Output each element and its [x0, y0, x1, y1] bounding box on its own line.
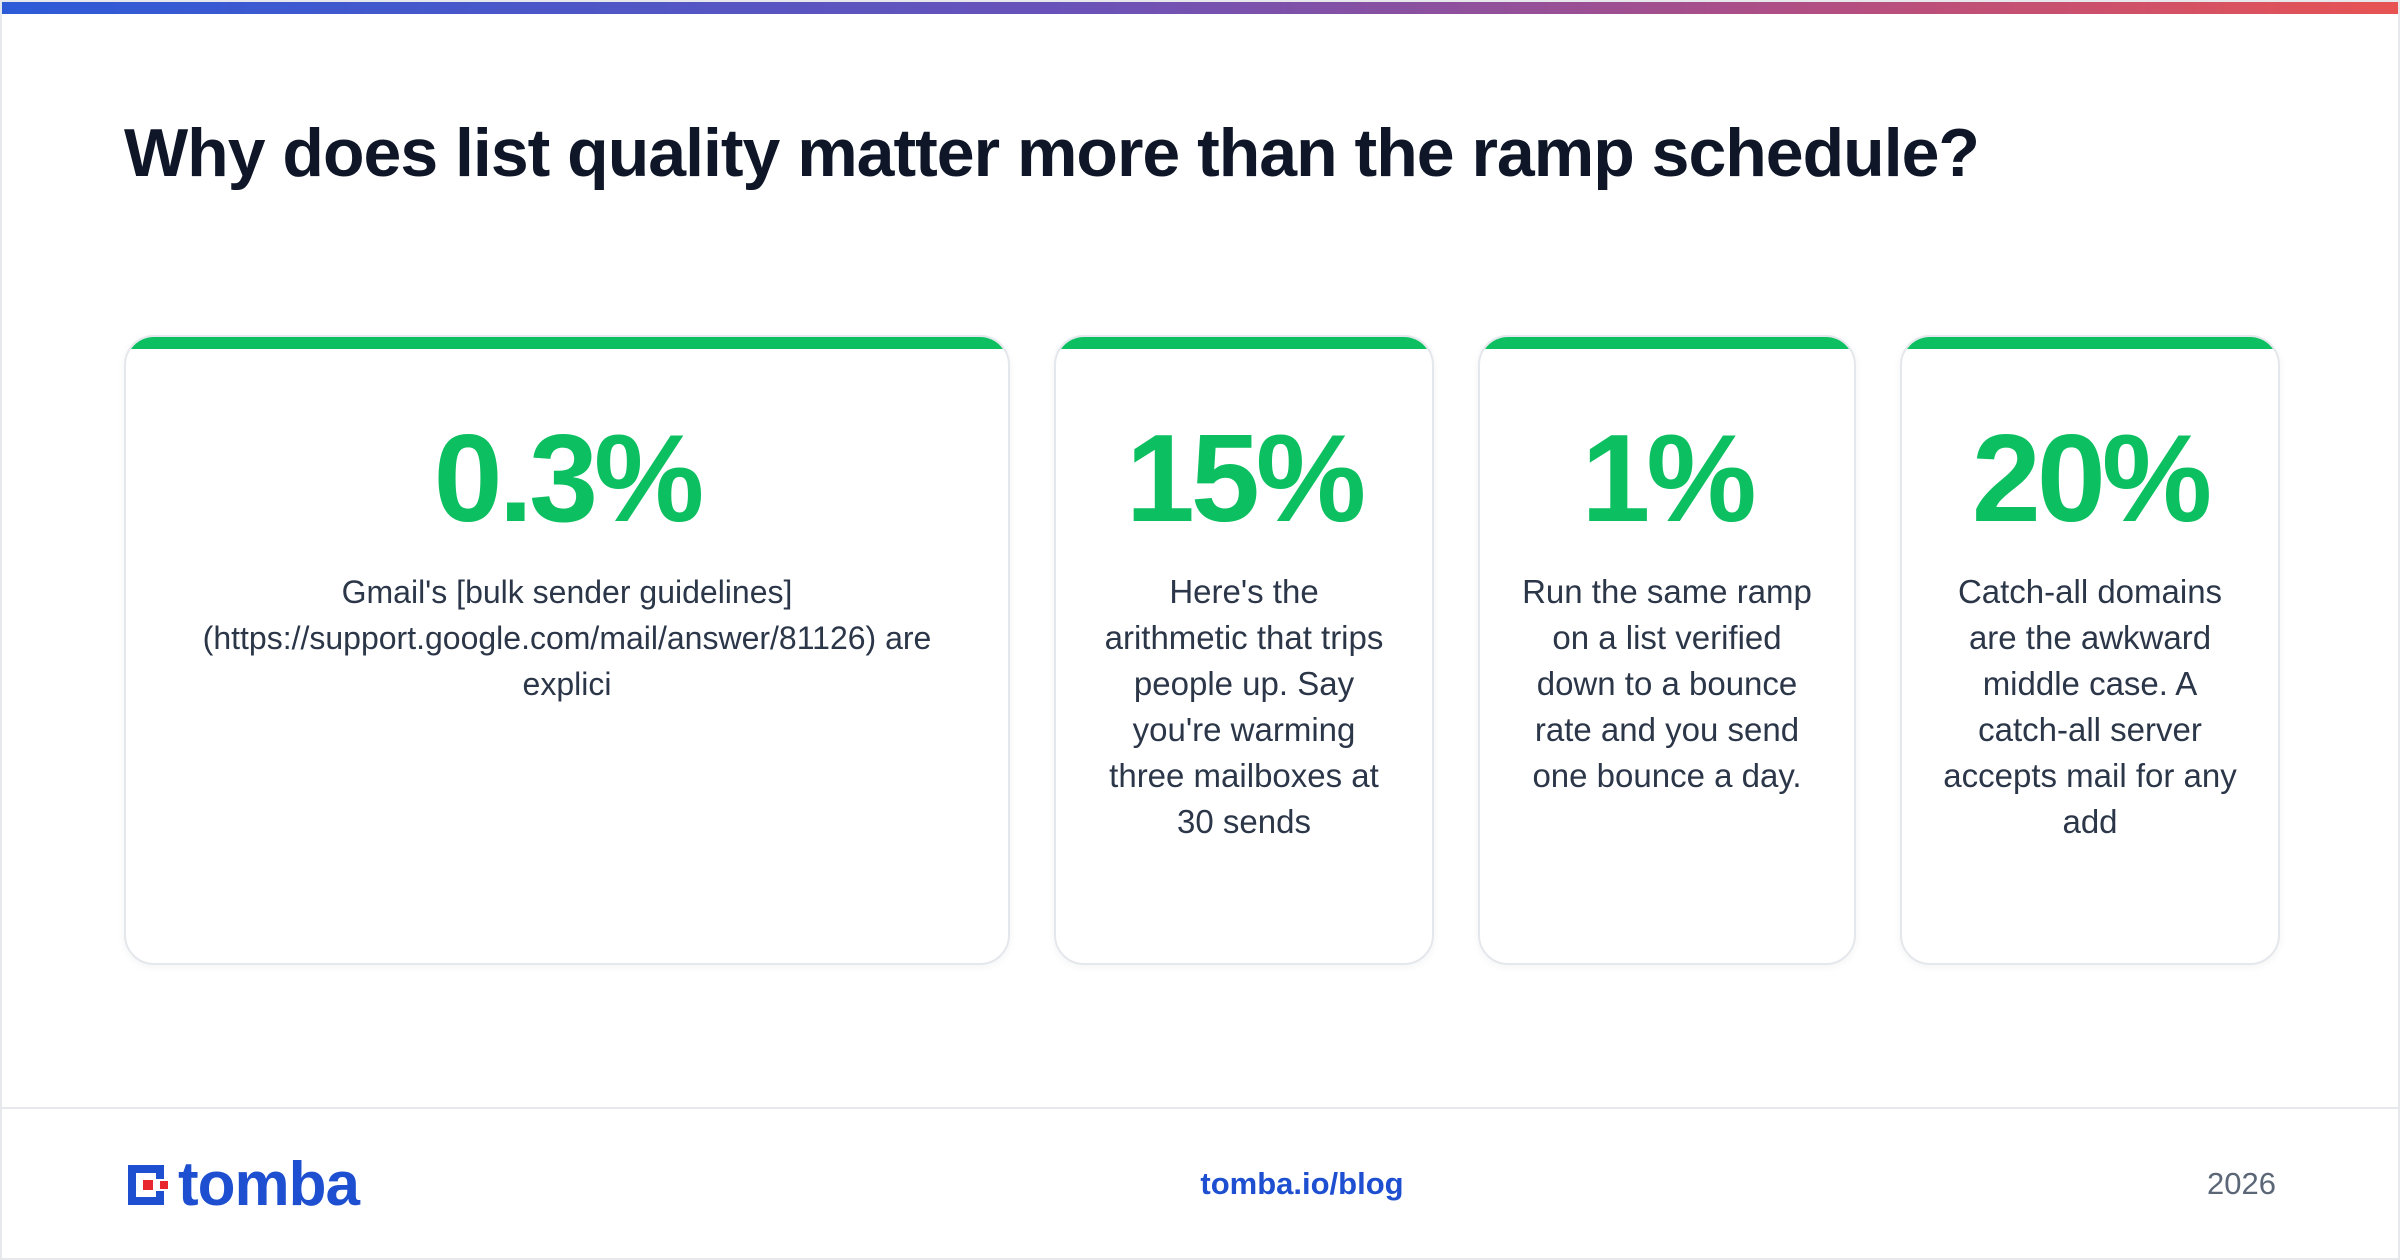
page-title: Why does list quality matter more than t… [124, 115, 1980, 191]
stat-value: 15% [1125, 410, 1366, 548]
top-gradient-bar [2, 2, 2398, 14]
stat-value: 0.3% [433, 410, 705, 548]
stat-description: Run the same ramp on a list verified dow… [1522, 573, 1812, 794]
stat-description: Here's the arithmetic that trips people … [1104, 573, 1384, 840]
blog-link[interactable]: tomba.io/blog [1200, 1166, 1404, 1201]
tomba-logo-icon [124, 1161, 172, 1209]
footer-divider [2, 1107, 2398, 1109]
stat-value: 1% [1581, 410, 1756, 548]
footer-year: 2026 [2207, 1166, 2276, 1201]
stat-card-catch-all: 20% Catch-all domains are the awkward mi… [1900, 335, 2280, 965]
stat-card-verified-ramp: 1% Run the same ramp on a list verified … [1478, 335, 1856, 965]
brand-wordmark: tomba [178, 1150, 360, 1219]
stat-description: Catch-all domains are the awkward middle… [1943, 573, 2237, 840]
stat-description: Gmail's [bulk sender guidelines](https:/… [202, 574, 932, 702]
stat-value: 20% [1971, 410, 2212, 548]
stat-card-gmail: 0.3% Gmail's [bulk sender guidelines](ht… [124, 335, 1010, 965]
brand-logo: tomba [124, 1154, 360, 1216]
stat-card-arithmetic: 15% Here's the arithmetic that trips peo… [1054, 335, 1434, 965]
